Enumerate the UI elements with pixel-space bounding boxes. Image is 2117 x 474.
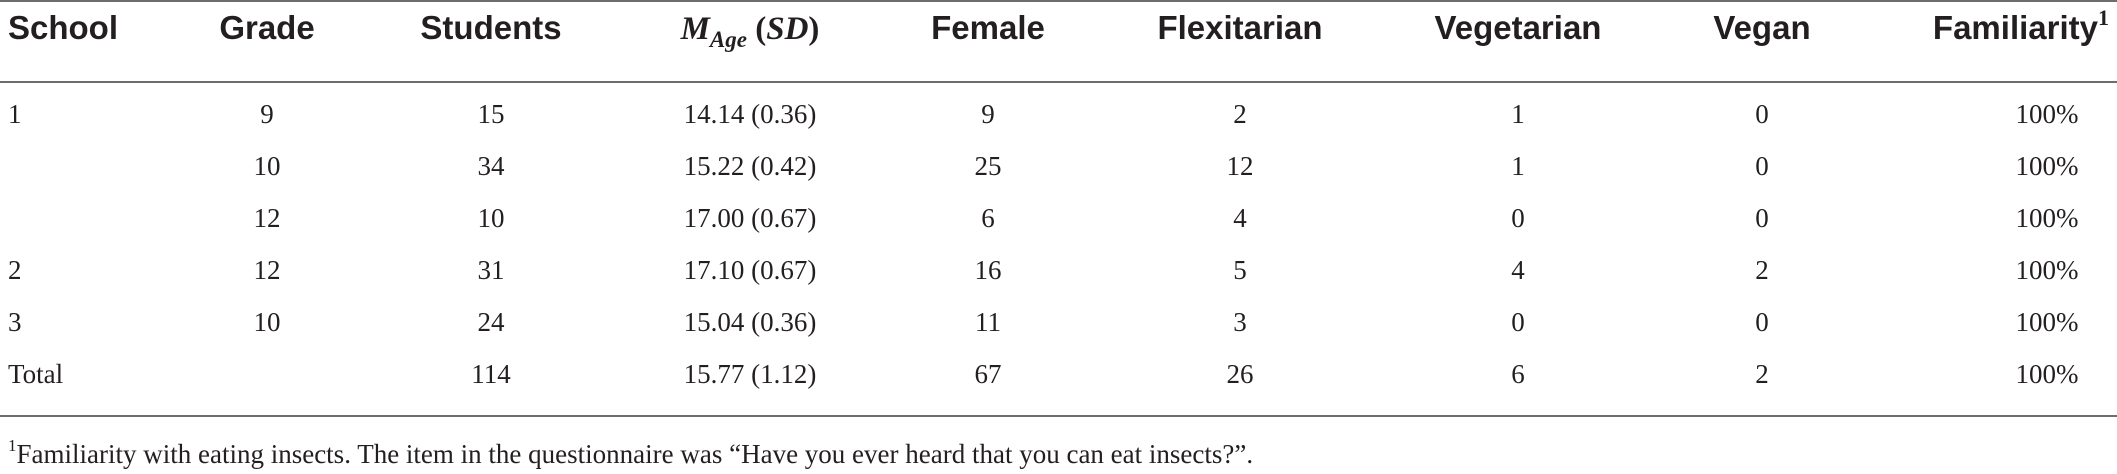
cell-vegan: 2: [1755, 359, 1769, 389]
cell-vegan: 0: [1755, 307, 1769, 337]
cell-female: 11: [975, 307, 1001, 337]
cell-students: 34: [477, 151, 505, 181]
cell-familiarity: 100%: [2015, 99, 2079, 129]
cell-students: 114: [471, 359, 511, 389]
cell-flexitarian: 26: [1226, 359, 1254, 389]
table-row: 1 9 15 14.14 (0.36) 9 2 1 0 100%: [0, 92, 2117, 136]
table-top-rule: [0, 0, 2117, 2]
header-female: Female: [931, 9, 1045, 46]
table-header-rule: [0, 81, 2117, 83]
cell-familiarity: 100%: [2015, 255, 2079, 285]
table-footnote: 1Familiarity with eating insects. The it…: [8, 430, 1253, 472]
header-mean-age-symbol: M: [680, 11, 710, 47]
cell-mage: 15.04 (0.36): [683, 307, 817, 337]
cell-grade: 12: [253, 203, 281, 233]
cell-vegan: 0: [1755, 203, 1769, 233]
header-mean-age-subscript: Age: [709, 27, 747, 52]
cell-female: 67: [974, 359, 1002, 389]
cell-female: 25: [974, 151, 1002, 181]
table-row: 10 34 15.22 (0.42) 25 12 1 0 100%: [0, 144, 2117, 188]
cell-mage: 15.22 (0.42): [683, 151, 817, 181]
cell-grade: 10: [253, 151, 281, 181]
cell-school: Total: [8, 359, 64, 389]
cell-students: 31: [477, 255, 505, 285]
cell-female: 9: [981, 99, 995, 129]
header-familiarity: Familiarity1: [1933, 6, 2109, 50]
cell-school: 1: [8, 99, 22, 129]
header-familiarity-label: Familiarity: [1932, 9, 2098, 46]
cell-vegan: 0: [1755, 99, 1769, 129]
table-row: Total 114 15.77 (1.12) 67 26 6 2 100%: [0, 352, 2117, 396]
cell-vegetarian: 0: [1511, 203, 1525, 233]
header-school: School: [8, 9, 119, 46]
cell-vegetarian: 0: [1511, 307, 1525, 337]
table-bottom-rule: [0, 415, 2117, 417]
footnote-text: Familiarity with eating insects. The ite…: [16, 439, 1254, 469]
cell-students: 15: [477, 99, 505, 129]
table-row: 12 10 17.00 (0.67) 6 4 0 0 100%: [0, 196, 2117, 240]
cell-grade: 9: [260, 99, 274, 129]
cell-mage: 15.77 (1.12): [683, 359, 817, 389]
header-vegetarian: Vegetarian: [1434, 9, 1602, 46]
header-flexitarian: Flexitarian: [1157, 9, 1323, 46]
cell-familiarity: 100%: [2015, 151, 2079, 181]
cell-school: 3: [8, 307, 22, 337]
footnote-marker: 1: [8, 436, 17, 455]
cell-flexitarian: 4: [1233, 203, 1247, 233]
cell-vegetarian: 1: [1511, 151, 1525, 181]
cell-flexitarian: 2: [1233, 99, 1247, 129]
cell-grade: 12: [253, 255, 281, 285]
table-row: 2 12 31 17.10 (0.67) 16 5 4 2 100%: [0, 248, 2117, 292]
cell-school: 2: [8, 255, 22, 285]
cell-familiarity: 100%: [2015, 203, 2079, 233]
cell-students: 10: [477, 203, 505, 233]
header-mean-age: MAge (SD): [680, 6, 820, 52]
cell-vegan: 0: [1755, 151, 1769, 181]
cell-mage: 17.00 (0.67): [683, 203, 817, 233]
cell-vegetarian: 6: [1511, 359, 1525, 389]
cell-mage: 17.10 (0.67): [683, 255, 817, 285]
cell-flexitarian: 12: [1226, 151, 1254, 181]
header-mean-age-open-paren: (: [746, 11, 767, 47]
cell-flexitarian: 5: [1233, 255, 1247, 285]
cell-flexitarian: 3: [1233, 307, 1247, 337]
cell-vegetarian: 4: [1511, 255, 1525, 285]
header-mean-age-close-paren: ): [808, 11, 820, 47]
cell-female: 16: [974, 255, 1002, 285]
header-familiarity-footnote-marker: 1: [2098, 5, 2109, 30]
header-vegan: Vegan: [1713, 9, 1811, 46]
cell-familiarity: 100%: [2015, 307, 2079, 337]
cell-grade: 10: [253, 307, 281, 337]
cell-vegetarian: 1: [1511, 99, 1525, 129]
header-students: Students: [420, 9, 562, 46]
header-mean-age-sd: SD: [766, 11, 809, 47]
cell-mage: 14.14 (0.36): [683, 99, 817, 129]
cell-students: 24: [477, 307, 505, 337]
cell-vegan: 2: [1755, 255, 1769, 285]
header-grade: Grade: [219, 9, 315, 46]
cell-familiarity: 100%: [2015, 359, 2079, 389]
table-row: 3 10 24 15.04 (0.36) 11 3 0 0 100%: [0, 300, 2117, 344]
cell-female: 6: [981, 203, 995, 233]
